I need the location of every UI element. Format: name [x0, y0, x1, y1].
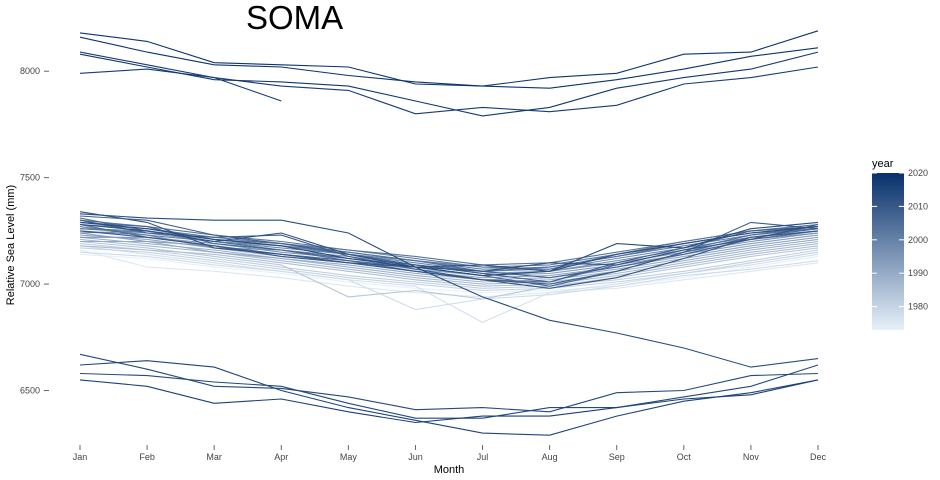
y-tick-label: 8000 — [20, 66, 40, 76]
series-line-1985 — [79, 245, 819, 287]
series-line-2014 — [79, 364, 819, 419]
x-tick-label: Aug — [542, 452, 558, 462]
plot-lines — [79, 30, 819, 436]
chart-title: SOMA — [246, 0, 343, 36]
legend-tick-label: 2010 — [908, 201, 928, 211]
x-tick-label: Mar — [206, 452, 222, 462]
legend-ticks: 1980 1990 2000 2010 2020 — [872, 168, 928, 312]
series-line-2017 — [79, 51, 282, 102]
series-line-2003 — [79, 219, 819, 266]
y-axis: 6500 7000 7500 8000 — [20, 66, 49, 396]
series-line-1986 — [79, 238, 819, 285]
series-line-2009 — [79, 219, 819, 285]
x-tick-label: May — [340, 452, 358, 462]
legend-tick-label: 2000 — [908, 235, 928, 245]
series-line-1983 — [79, 240, 819, 300]
series-line-2013 — [79, 213, 819, 277]
x-tick-label: Jun — [408, 452, 423, 462]
x-tick-label: Feb — [139, 452, 155, 462]
series-line-1980 — [79, 247, 819, 292]
legend: year 1980 1990 2000 2010 2020 — [872, 158, 928, 330]
series-line-2012 — [79, 223, 819, 272]
x-axis: Jan Feb Mar Apr May Jun Jul Aug Sep Oct Nov Dec — [73, 445, 827, 462]
y-axis-title: Relative Sea Level (mm) — [5, 185, 17, 305]
legend-tick-label: 1980 — [908, 302, 928, 312]
x-tick-label: Jul — [477, 452, 489, 462]
y-tick-label: 7500 — [20, 173, 40, 183]
legend-tick-label: 1990 — [908, 268, 928, 278]
y-tick-label: 6500 — [20, 386, 40, 396]
series-line-2015 — [79, 360, 819, 436]
series-line-1993 — [79, 232, 819, 277]
x-tick-label: Nov — [743, 452, 760, 462]
x-tick-label: Oct — [677, 452, 692, 462]
series-line-2010 — [79, 230, 819, 289]
x-tick-label: Apr — [274, 452, 288, 462]
y-tick-label: 7000 — [20, 279, 40, 289]
series-line-2019 — [79, 32, 819, 89]
legend-tick-label: 2020 — [908, 168, 928, 178]
series-line-2016 — [79, 379, 819, 424]
x-tick-label: Sep — [609, 452, 625, 462]
series-line-1978 — [79, 251, 819, 311]
x-tick-label: Jan — [73, 452, 88, 462]
series-line-2018 — [79, 51, 819, 117]
series-line-1981 — [79, 243, 819, 289]
series-line-2014 — [79, 353, 819, 413]
series-line-2011 — [79, 211, 819, 272]
legend-title: year — [872, 158, 894, 170]
series-line-1973 — [79, 253, 819, 294]
x-tick-label: Dec — [810, 452, 827, 462]
series-line-2013 — [79, 221, 819, 368]
series-line-2019 — [79, 30, 819, 87]
series-line-1988 — [79, 236, 819, 283]
series-line-1990 — [80, 238, 819, 281]
x-axis-title: Month — [434, 464, 465, 476]
series-line-2007 — [79, 221, 819, 279]
series-line-2017 — [79, 66, 819, 115]
legend-colorbar — [872, 173, 904, 330]
